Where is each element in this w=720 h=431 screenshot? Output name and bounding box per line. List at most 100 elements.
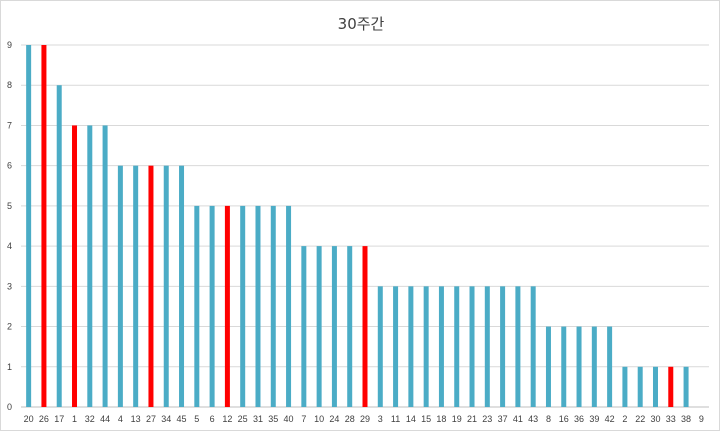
bar-22 [637,366,643,407]
bar-28 [347,246,353,407]
bar-26 [41,45,47,407]
x-tick-label: 10 [314,414,324,424]
x-tick-label: 1 [72,414,77,424]
x-tick-label: 22 [635,414,645,424]
bar-31 [255,205,261,407]
bar-33 [668,366,674,407]
bar-17 [56,85,62,407]
bar-29 [362,246,368,407]
bar-38 [683,366,689,407]
bar-44 [102,125,108,407]
x-tick-label: 38 [681,414,691,424]
x-axis-ticks: 20 26 17 1 32 44 4 13 27 34 45 5 6 12 25 31 35 40 7 10 24 28 2… [24,414,704,424]
bar-36 [576,326,582,407]
x-tick-label: 27 [146,414,156,424]
y-tick-label: 4 [7,241,12,251]
bar-27 [148,165,154,407]
x-tick-label: 36 [574,414,584,424]
bar-12 [224,205,230,407]
bar-4 [117,165,123,407]
bar-15 [423,286,429,407]
x-tick-label: 25 [238,414,248,424]
bar-39 [591,326,597,407]
bar-32 [87,125,93,407]
x-tick-label: 42 [605,414,615,424]
bar-10 [316,246,322,407]
x-tick-label: 7 [301,414,306,424]
x-tick-label: 20 [24,414,34,424]
bar-7 [301,246,307,407]
bar-11 [393,286,399,407]
x-tick-label: 37 [498,414,508,424]
x-tick-label: 34 [161,414,171,424]
y-axis-ticks: 0 1 2 3 4 5 6 7 8 9 [7,40,12,412]
x-tick-label: 15 [421,414,431,424]
bar-19 [454,286,460,407]
x-tick-label: 16 [559,414,569,424]
bar-45 [179,165,185,407]
bar-5 [194,205,200,407]
bar-2 [622,366,628,407]
bar-21 [469,286,475,407]
x-tick-label: 28 [345,414,355,424]
bar-1 [72,125,78,407]
bar-14 [408,286,414,407]
x-tick-label: 33 [666,414,676,424]
x-tick-label: 4 [118,414,123,424]
y-tick-label: 1 [7,362,12,372]
bar-20 [26,45,32,407]
bar-40 [286,205,292,407]
y-tick-label: 6 [7,161,12,171]
x-tick-label: 21 [467,414,477,424]
bar-18 [438,286,444,407]
x-tick-label: 43 [528,414,538,424]
x-tick-label: 44 [100,414,110,424]
y-tick-label: 8 [7,80,12,90]
x-tick-label: 13 [131,414,141,424]
x-tick-label: 30 [650,414,660,424]
bar-42 [607,326,613,407]
bar-13 [133,165,139,407]
x-tick-label: 5 [194,414,199,424]
y-tick-label: 9 [7,40,12,50]
x-tick-label: 41 [513,414,523,424]
x-tick-label: 39 [589,414,599,424]
bar-23 [484,286,490,407]
bar-25 [240,205,246,407]
bar-30 [652,366,658,407]
y-tick-label: 5 [7,201,12,211]
bar-41 [515,286,521,407]
bar-35 [270,205,276,407]
x-tick-label: 18 [436,414,446,424]
bars [26,45,689,407]
x-tick-label: 23 [482,414,492,424]
x-tick-label: 29 [360,414,370,424]
bar-3 [377,286,383,407]
bar-24 [331,246,337,407]
x-tick-label: 45 [177,414,187,424]
x-tick-label: 32 [85,414,95,424]
x-tick-label: 12 [222,414,232,424]
x-tick-label: 31 [253,414,263,424]
bar-37 [500,286,506,407]
bar-34 [163,165,169,407]
x-tick-label: 11 [391,414,400,424]
x-tick-label: 9 [699,414,704,424]
x-tick-label: 24 [329,414,339,424]
y-tick-label: 0 [7,402,12,412]
bar-6 [209,205,215,407]
x-tick-label: 3 [378,414,383,424]
x-tick-label: 8 [546,414,551,424]
y-tick-label: 7 [7,120,12,130]
x-tick-label: 26 [39,414,49,424]
x-tick-label: 40 [284,414,294,424]
x-tick-label: 17 [54,414,64,424]
bar-16 [561,326,567,407]
bar-8 [545,326,551,407]
x-tick-label: 2 [622,414,627,424]
x-tick-label: 6 [210,414,215,424]
y-tick-label: 3 [7,281,12,291]
x-tick-label: 19 [452,414,462,424]
